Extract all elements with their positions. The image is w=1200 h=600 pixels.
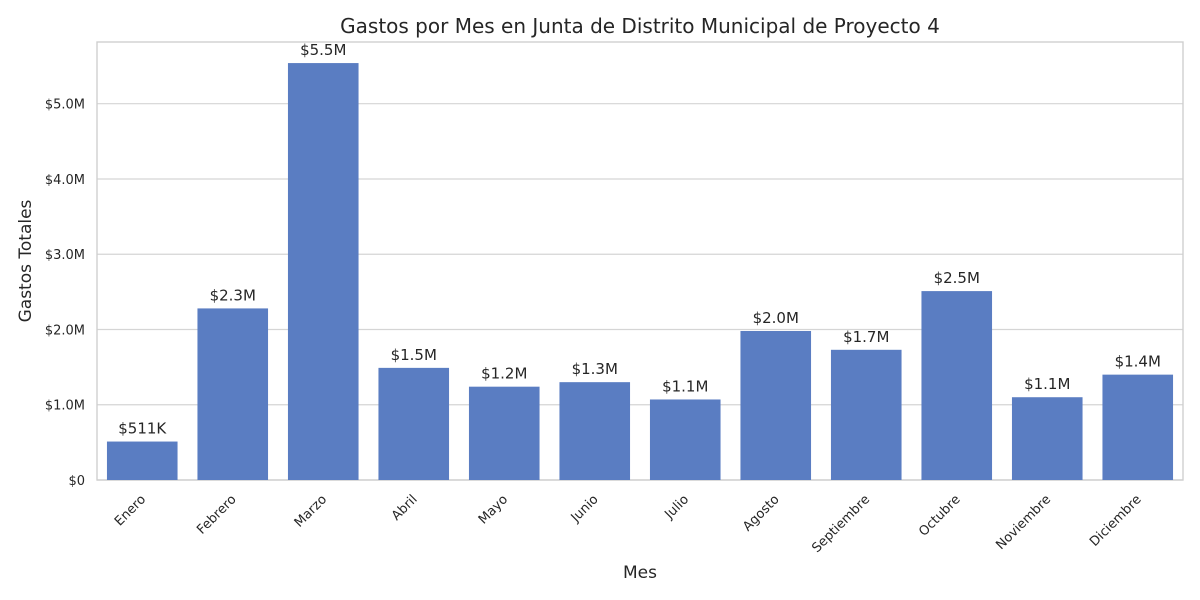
x-tick-label: Marzo	[292, 492, 330, 530]
bar	[287, 63, 359, 480]
y-tick-label: $2.0M	[45, 323, 85, 338]
bar	[106, 441, 178, 480]
y-tick-label: $1.0M	[45, 399, 85, 414]
y-tick-label: $3.0M	[45, 248, 85, 263]
bar-value-label: $1.1M	[1024, 375, 1070, 393]
chart-title: Gastos por Mes en Junta de Distrito Muni…	[340, 14, 940, 38]
bar	[468, 386, 540, 480]
bar	[1011, 397, 1083, 480]
bar-value-label: $1.4M	[1115, 353, 1161, 371]
bar-value-label: $2.5M	[934, 269, 980, 287]
x-tick-label: Octubre	[916, 492, 963, 539]
x-axis-label: Mes	[623, 563, 657, 583]
x-tick-label: Enero	[112, 492, 149, 529]
bar	[830, 349, 902, 480]
bar	[649, 399, 721, 480]
x-tick-label: Febrero	[194, 492, 239, 537]
x-tick-label: Junio	[568, 492, 602, 526]
bar	[921, 291, 993, 480]
x-tick-label: Agosto	[740, 492, 782, 534]
x-tick-label: Septiembre	[809, 492, 873, 556]
data-labels: $511K $2.3M $5.5M $1.5M $1.2M $1.3M $1.1M $2.0M…	[118, 41, 1161, 437]
y-tick-label: $0	[68, 474, 85, 489]
y-axis-label: Gastos Totales	[16, 199, 36, 322]
bar-value-label: $5.5M	[300, 41, 346, 59]
y-tick-label: $4.0M	[45, 173, 85, 188]
x-tick-label: Julio	[661, 492, 692, 523]
x-tick-label: Abril	[389, 492, 421, 524]
plot-frame	[96, 41, 1184, 481]
bar	[197, 308, 269, 480]
x-tick-label: Diciembre	[1087, 492, 1145, 550]
bar	[1102, 374, 1174, 480]
bar	[740, 330, 812, 480]
bar-value-label: $1.5M	[391, 346, 437, 364]
y-tick-label: $5.0M	[45, 98, 85, 113]
x-tick-label: Noviembre	[993, 492, 1054, 553]
bar-value-label: $1.3M	[572, 360, 618, 378]
y-axis-ticks: $0 $1.0M $2.0M $3.0M $4.0M $5.0M	[45, 98, 85, 489]
bar-value-label: $1.2M	[481, 365, 527, 383]
x-axis-ticks: Enero Febrero Marzo Abril Mayo Junio Julio Agos…	[112, 492, 1145, 556]
bar-value-label: $2.0M	[753, 309, 799, 327]
bar-value-label: $1.7M	[843, 328, 889, 346]
x-tick-label: Mayo	[476, 492, 511, 527]
bar-value-label: $511K	[118, 420, 167, 438]
bars	[106, 63, 1174, 480]
bar	[378, 367, 450, 480]
bar-value-label: $2.3M	[210, 286, 256, 304]
bar-value-label: $1.1M	[662, 377, 708, 395]
bar	[559, 382, 631, 480]
